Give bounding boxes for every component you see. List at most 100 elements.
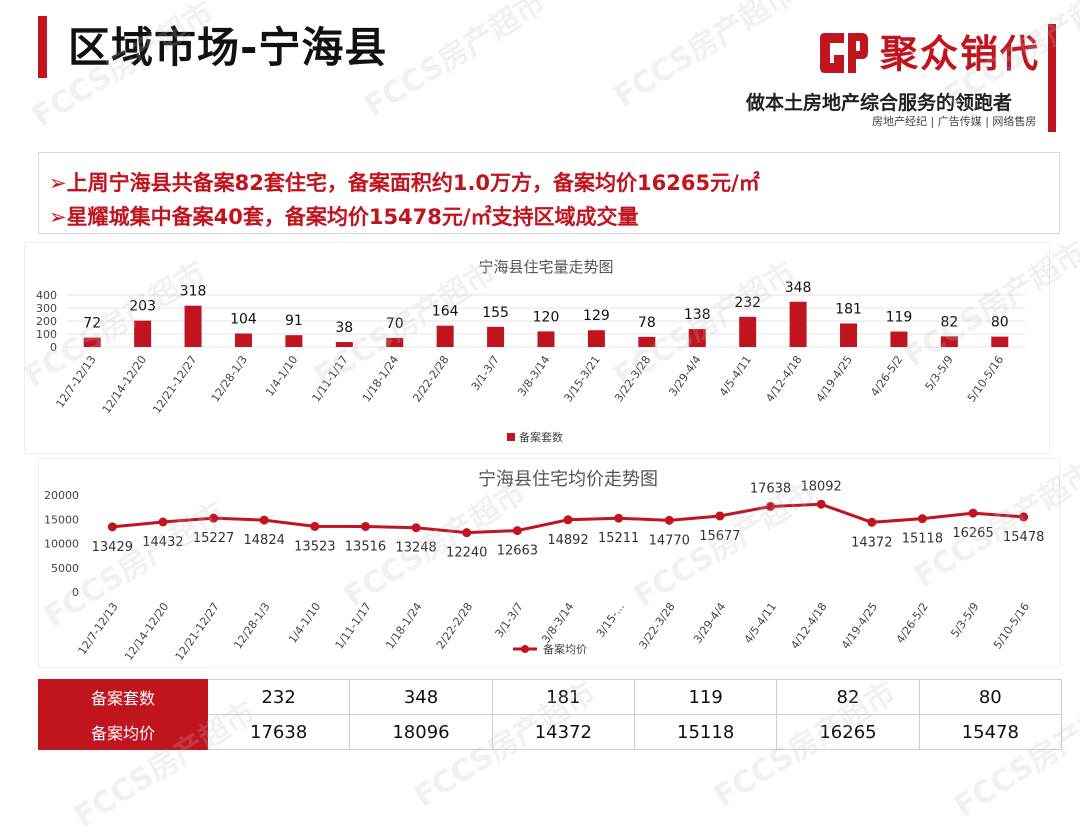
x-tick-label: 5/3-5/9 [923,353,956,393]
data-label: 12663 [497,544,538,559]
x-tick-label: 5/3-5/9 [948,600,981,640]
data-label: 78 [638,315,656,331]
table-cell: 17638 [206,714,351,750]
table-row: 备案均价 17638 18096 14372 15118 16265 15478 [38,714,1063,750]
page-title: 区域市场-宁海县 [68,23,388,72]
data-label: 181 [835,301,862,317]
bar [487,326,505,347]
data-label: 16265 [952,526,993,541]
data-point [614,513,624,523]
bar [83,337,101,347]
summary-line-2: ➢星耀城集中备案40套，备案均价15478元/㎡支持区域成交量 [49,201,639,231]
table-cell: 348 [349,679,493,715]
x-tick-label: 3/1-3/7 [469,353,502,393]
data-label: 15118 [902,532,943,547]
data-label: 129 [583,308,610,324]
data-label: 15478 [1003,530,1044,545]
bar [335,342,353,347]
x-tick-label: 12/14-12/20 [122,600,171,663]
slogan: 做本土房地产综合服务的领跑者 [746,92,1013,114]
data-label: 82 [940,314,958,330]
x-tick-label: 3/1-3/7 [493,600,526,640]
x-tick-label: 1/11-1/17 [333,600,374,651]
data-label: 14824 [244,533,285,548]
summary-text-2: 星耀城集中备案40套，备案均价15478元/㎡支持区域成交量 [66,205,639,229]
price-line-chart: 宁海县住宅均价走势图 0 5000 10000 15000 20000 13429 12/7-… [44,469,1044,663]
legend-label: 备案均价 [543,642,587,656]
bar [285,335,303,347]
legend-label: 备案套数 [519,430,563,444]
data-label: 232 [734,295,761,311]
logo-accent-bar [1048,24,1056,132]
x-tick-label: 2/22-2/28 [434,600,475,651]
x-tick-label: 12/21-12/27 [173,600,222,663]
data-label: 12240 [446,546,487,561]
table-cell: 14372 [491,714,635,750]
price-chart-panel: 宁海县住宅均价走势图 0 5000 10000 15000 20000 13429 12/7-… [38,458,1060,668]
data-point [360,521,370,531]
x-tick-label: 1/18-1/24 [383,600,424,651]
data-label: 14770 [649,533,690,548]
slogan-sub: 房地产经纪 | 广告传媒 | 网络售房 [872,115,1037,128]
data-label: 14432 [142,535,183,550]
data-label: 120 [533,309,560,325]
table-cell: 232 [206,679,351,715]
x-tick-label: 4/12-4/18 [763,353,804,404]
data-point [715,511,725,521]
bar [234,333,252,347]
bar [890,331,908,347]
bar [134,320,152,347]
data-point [968,508,978,518]
bar [184,305,202,347]
legend-marker [521,645,529,653]
y-tick-label: 20000 [44,489,79,502]
x-tick-label: 12/28-1/3 [231,600,272,651]
data-label: 138 [684,307,711,323]
data-label: 13429 [92,540,133,555]
bar [537,331,555,347]
table-cell: 119 [633,679,778,715]
title-accent-bar [38,16,47,78]
x-tick-label: 4/19-4/25 [839,600,880,651]
data-point [209,513,219,523]
data-label: 13248 [395,541,436,556]
data-label: 155 [482,305,509,321]
x-tick-label: 1/11-1/17 [310,353,351,404]
summary-table: 备案套数 232 348 181 119 82 80 备案均价 17638 18… [38,679,1063,750]
data-label: 119 [886,310,913,326]
bar [688,329,706,347]
x-tick-label: 3/15-3/21 [562,353,603,404]
data-label: 72 [83,316,101,332]
x-tick-label: 12/21-12/27 [150,353,199,416]
data-label: 17638 [750,481,791,496]
x-tick-label: 4/12-4/18 [788,600,829,651]
bar [840,323,858,347]
bar [386,337,404,347]
chart-title: 宁海县住宅均价走势图 [478,469,658,490]
table-cell: 18096 [349,714,493,750]
bar [739,316,757,347]
data-point [158,517,168,527]
data-point [310,521,320,531]
data-point [563,515,573,525]
data-label: 348 [785,280,812,296]
table-cell: 80 [918,679,1063,715]
data-point [1019,512,1029,522]
data-point [411,523,421,533]
data-label: 91 [285,313,303,329]
data-point [867,517,877,527]
data-label: 70 [386,316,404,332]
bar [638,336,656,347]
x-tick-label: 3/29-4/4 [691,600,728,645]
x-tick-label: 4/26-5/2 [868,353,905,398]
x-tick-label: 1/18-1/24 [360,353,401,404]
brand-logo: 聚众销代 [818,24,1058,136]
y-tick-label: 400 [36,289,57,302]
data-label: 15677 [699,529,740,544]
y-tick-label: 5000 [51,562,79,575]
y-tick-label: 0 [50,341,57,354]
bar [436,325,454,347]
data-point [259,515,269,525]
data-point [664,515,674,525]
